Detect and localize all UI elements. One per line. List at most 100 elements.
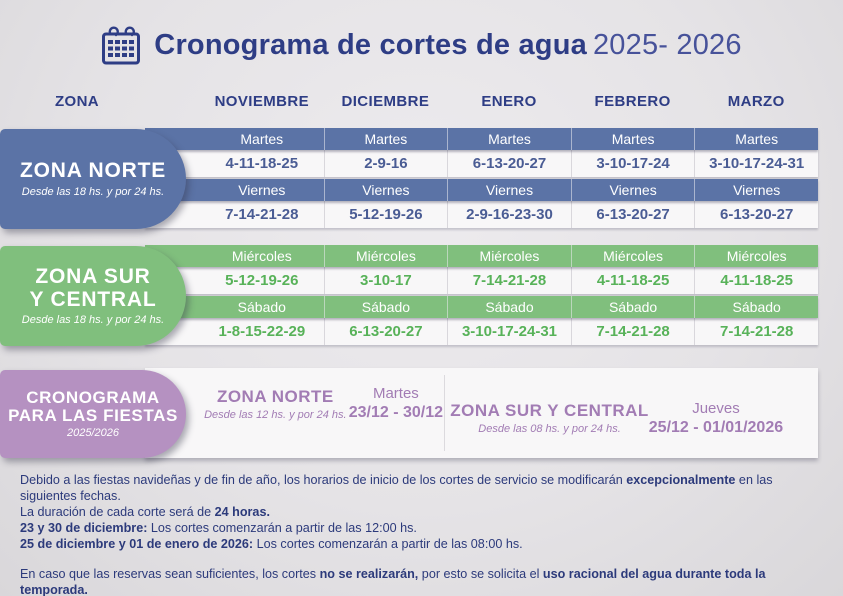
day-cell: Viernes — [238, 182, 286, 198]
day-cell: Viernes — [694, 179, 818, 201]
holiday-badge-line2: PARA LAS FIESTAS — [8, 405, 178, 425]
day-cell: Viernes — [323, 179, 448, 201]
footer-line: 23 y 30 de diciembre: Los cortes comenza… — [20, 520, 828, 536]
footer-line: En caso que las reservas sean suficiente… — [20, 566, 828, 596]
month-header: MARZO — [727, 93, 785, 110]
calendar-icon — [101, 24, 141, 66]
footer-text-segment: 24 horas. — [214, 505, 270, 520]
holiday-day: Jueves — [692, 399, 740, 417]
day-header-row: Sábado Sábado Sábado Sábado Sábado — [145, 296, 818, 318]
day-cell: Viernes — [570, 179, 695, 201]
zone-norte-badge: ZONA NORTE Desde las 18 hs. y por 24 hs. — [0, 129, 186, 229]
footer-text-segment: Los cortes comenzarán a partir de las 08… — [253, 537, 523, 552]
day-cell: Sábado — [694, 296, 818, 318]
title-years: 2025- 2026 — [592, 28, 742, 61]
zone-norte-table: Martes Martes Martes Martes Martes 4-11-… — [145, 128, 818, 230]
footer-text-segment: no se realizarán, — [319, 566, 419, 581]
column-header-zona: ZONA — [54, 93, 100, 110]
day-cell: Sábado — [237, 299, 286, 315]
month-header: FEBRERO — [594, 93, 671, 110]
footer-paragraph: Debido a las fiestas navideñas y de fin … — [20, 472, 828, 553]
date-cell: 5-12-19-26 — [323, 201, 448, 228]
zone-name-line2: Y CENTRAL — [29, 287, 157, 311]
dates-row: 5-12-19-26 3-10-17 7-14-21-28 4-11-18-25… — [145, 267, 818, 294]
holiday-badge-years: 2025/2026 — [67, 427, 119, 440]
date-cell: 2-9-16-23-30 — [447, 201, 571, 228]
holiday-zone-desde: Desde las 08 hs. y por 24 hs. — [478, 423, 621, 435]
footer-text-segment: Debido a las fiestas navideñas y de fin … — [20, 473, 627, 487]
date-cell: 3-10-17 — [323, 267, 448, 294]
day-cell: Miércoles — [231, 248, 292, 264]
day-cell: Sábado — [323, 296, 448, 318]
holiday-date-range: 23/12 - 30/12 — [348, 404, 444, 421]
day-cell: Martes — [447, 128, 571, 150]
zone-subtitle: Desde las 18 hs. y por 24 hs. — [21, 185, 165, 198]
footer-text-segment: 23 y 30 de diciembre: — [20, 521, 148, 536]
date-cell: 4-11-18-25 — [570, 267, 695, 294]
holiday-schedule-panel: ZONA NORTE Desde las 12 hs. y por 24 hs.… — [145, 368, 818, 458]
holiday-badge: CRONOGRAMA PARA LAS FIESTAS 2025/2026 — [0, 370, 186, 458]
day-header-row: Viernes Viernes Viernes Viernes Viernes — [145, 179, 818, 201]
date-cell: 3-10-17-24 — [570, 150, 695, 177]
title-text: Cronograma de cortes de agua — [154, 28, 587, 61]
date-cell: 3-10-17-24-31 — [694, 150, 818, 177]
day-cell: Martes — [323, 128, 448, 150]
zone-sur-table: Miércoles Miércoles Miércoles Miércoles … — [145, 245, 818, 347]
holiday-entry-norte: ZONA NORTE Desde las 12 hs. y por 24 hs.… — [145, 368, 444, 422]
month-header: NOVIEMBRE — [214, 93, 310, 110]
month-header: DICIEMBRE — [341, 93, 430, 110]
date-cell: 4-11-18-25 — [694, 267, 818, 294]
page-title: Cronograma de cortes de agua 2025- 2026 — [154, 29, 741, 62]
day-header-row: Miércoles Miércoles Miércoles Miércoles … — [145, 245, 818, 267]
footer-line: La duración de cada corte será de 24 hor… — [20, 504, 828, 520]
date-cell: 4-11-18-25 — [225, 155, 299, 172]
holiday-badge-line1: CRONOGRAMA — [26, 387, 160, 407]
date-cell: 7-14-21-28 — [570, 318, 695, 345]
footer-text-segment: 25 de diciembre y 01 de enero de 2026: — [20, 537, 254, 552]
footer: Debido a las fiestas navideñas y de fin … — [20, 472, 828, 596]
day-cell: Martes — [694, 128, 818, 150]
day-cell: Martes — [240, 131, 284, 147]
zone-name: ZONA SUR — [35, 265, 151, 289]
header: Cronograma de cortes de agua 2025- 2026 — [0, 24, 843, 66]
dates-row: 4-11-18-25 2-9-16 6-13-20-27 3-10-17-24 … — [145, 150, 818, 177]
footer-text-segment: por esto se solicita el — [418, 566, 543, 581]
date-cell: 6-13-20-27 — [694, 201, 818, 228]
date-cell: 6-13-20-27 — [570, 201, 695, 228]
footer-line: 25 de diciembre y 01 de enero de 2026: L… — [20, 536, 828, 552]
date-cell: 7-14-21-28 — [694, 318, 818, 345]
day-cell: Sábado — [570, 296, 695, 318]
zone-sur-badge: ZONA SUR Y CENTRAL Desde las 18 hs. y po… — [0, 246, 186, 346]
zone-subtitle: Desde las 18 hs. y por 24 hs. — [21, 313, 165, 326]
footer-text-segment: En caso que las reservas sean suficiente… — [20, 566, 320, 581]
holiday-date-range: 25/12 - 01/01/2026 — [648, 418, 784, 436]
holiday-entry-sur: ZONA SUR Y CENTRAL Desde las 08 hs. y po… — [444, 375, 818, 451]
day-cell: Miércoles — [447, 245, 571, 267]
holiday-zone-name: ZONA SUR Y CENTRAL — [450, 401, 649, 420]
date-cell: 7-14-21-28 — [447, 267, 571, 294]
date-cell: 5-12-19-26 — [225, 272, 299, 289]
footer-line: Debido a las fiestas navideñas y de fin … — [20, 472, 828, 504]
day-cell: Martes — [570, 128, 695, 150]
holiday-day: Martes — [372, 385, 419, 402]
footer-text-segment: excepcionalmente — [626, 473, 736, 487]
footer-text-segment: en las siguientes fechas. — [20, 473, 773, 504]
day-header-row: Martes Martes Martes Martes Martes — [145, 128, 818, 150]
zone-name: ZONA NORTE — [19, 159, 167, 183]
holiday-zone-name: ZONA NORTE — [216, 386, 334, 406]
month-header-row: NOVIEMBRE DICIEMBRE ENERO FEBRERO MARZO — [145, 93, 818, 110]
day-cell: Viernes — [447, 179, 571, 201]
footer-paragraph: En caso que las reservas sean suficiente… — [20, 566, 828, 596]
date-cell: 6-13-20-27 — [447, 150, 571, 177]
date-cell: 3-10-17-24-31 — [447, 318, 571, 345]
holiday-zone-desde: Desde las 12 hs. y por 24 hs. — [204, 408, 347, 421]
month-header: ENERO — [481, 93, 537, 110]
footer-text-segment: La duración de cada corte será de — [20, 505, 215, 520]
footer-text-segment: uso racional del agua durante toda la te… — [20, 566, 766, 596]
row-filler — [145, 93, 200, 110]
day-cell: Miércoles — [694, 245, 818, 267]
date-cell: 2-9-16 — [323, 150, 448, 177]
date-cell: 7-14-21-28 — [225, 206, 299, 223]
date-cell: 6-13-20-27 — [323, 318, 448, 345]
